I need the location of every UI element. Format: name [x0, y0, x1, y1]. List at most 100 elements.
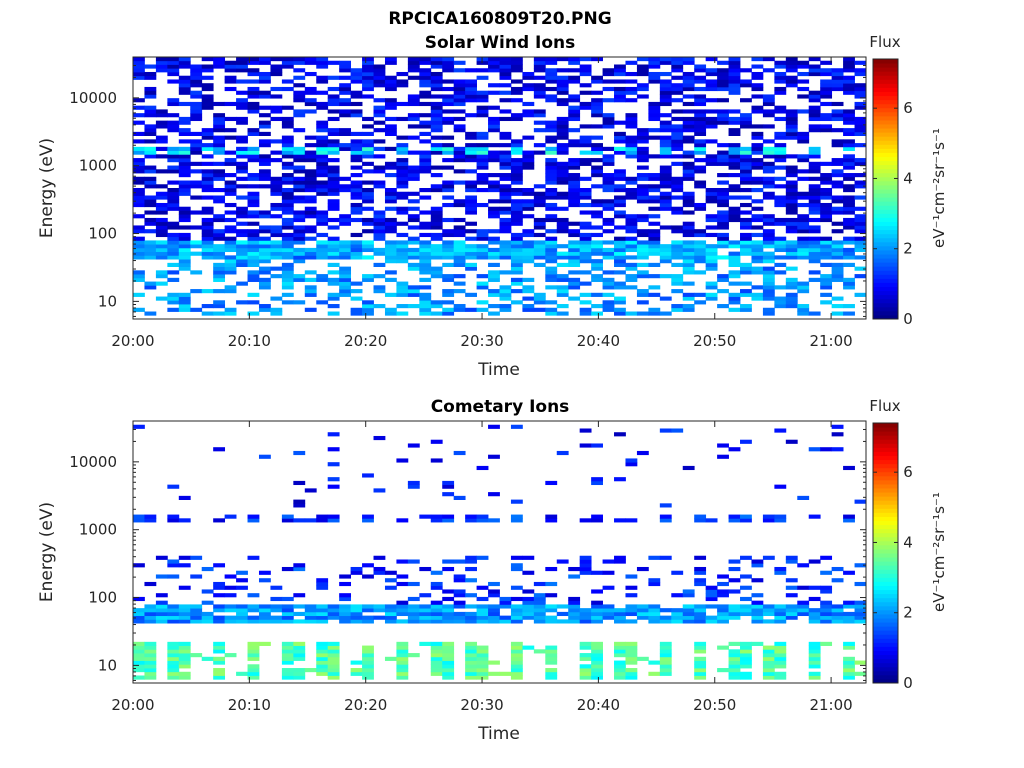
heatmap-cell: [465, 668, 477, 673]
heatmap-cell: [396, 247, 409, 253]
heatmap-cell: [327, 225, 340, 230]
heatmap-cell: [510, 116, 523, 122]
heatmap-cell: [430, 304, 443, 309]
heatmap-cell: [236, 169, 248, 174]
heatmap-cell: [430, 64, 443, 69]
heatmap-cell: [373, 555, 386, 560]
heatmap-cell: [362, 206, 374, 211]
heatmap-cell: [419, 262, 432, 267]
heatmap-cell: [659, 71, 672, 77]
colorbar-swatch: [873, 573, 898, 578]
heatmap-cell: [465, 90, 477, 95]
heatmap-cell: [717, 274, 729, 279]
heatmap-cell: [579, 653, 592, 658]
heatmap-cell: [510, 611, 523, 617]
heatmap-cell: [453, 86, 466, 92]
heatmap-cell: [499, 225, 512, 230]
heatmap-cell: [545, 514, 558, 519]
heatmap-cell: [602, 199, 615, 204]
heatmap-cell: [465, 188, 477, 193]
heatmap-cell: [155, 281, 168, 286]
heatmap-cell: [236, 300, 248, 305]
heatmap-cell: [373, 184, 386, 189]
heatmap-cell: [762, 514, 775, 519]
heatmap-cell: [808, 229, 821, 234]
heatmap-cell: [636, 83, 649, 88]
heatmap-cell: [705, 124, 718, 129]
heatmap-cell: [316, 645, 329, 650]
heatmap-cell: [820, 281, 833, 286]
heatmap-cell: [236, 611, 248, 617]
heatmap-cell: [614, 146, 626, 151]
heatmap-cell: [671, 274, 684, 279]
heatmap-cell: [327, 462, 340, 467]
heatmap-cell: [717, 244, 729, 249]
heatmap-cell: [247, 240, 260, 245]
heatmap-cell: [762, 266, 775, 271]
heatmap-cell: [682, 94, 695, 99]
heatmap-cell: [362, 304, 374, 309]
heatmap-cell: [213, 124, 226, 129]
heatmap-cell: [442, 229, 455, 234]
heatmap-cell: [247, 210, 260, 215]
heatmap-cell: [522, 251, 535, 256]
heatmap-cell: [304, 60, 317, 65]
heatmap-cell: [178, 169, 191, 174]
heatmap-cell: [258, 251, 271, 256]
heatmap-cell: [224, 259, 237, 264]
heatmap-cell: [614, 641, 626, 646]
heatmap-cell: [430, 214, 443, 219]
heatmap-cell: [843, 139, 855, 144]
heatmap-cell: [785, 555, 798, 560]
heatmap-cell: [247, 199, 260, 204]
heatmap-cell: [625, 60, 638, 65]
heatmap-cell: [419, 150, 432, 155]
heatmap-cell: [430, 600, 443, 605]
heatmap-cell: [339, 176, 352, 181]
heatmap-cell: [327, 158, 340, 163]
heatmap-cell: [854, 244, 867, 249]
heatmap-cell: [671, 593, 684, 598]
heatmap-cell: [591, 480, 603, 486]
heatmap-cell: [133, 165, 145, 170]
heatmap-cell: [694, 247, 707, 253]
heatmap-cell: [201, 105, 214, 110]
heatmap-cell: [648, 71, 661, 77]
heatmap-cell: [281, 206, 294, 211]
heatmap-cell: [178, 214, 191, 219]
heatmap-cell: [396, 165, 409, 170]
heatmap-cell: [258, 105, 271, 110]
heatmap-cell: [808, 116, 821, 122]
heatmap-cell: [465, 292, 477, 297]
heatmap-cell: [339, 64, 352, 69]
heatmap-cell: [740, 113, 752, 118]
heatmap-cell: [281, 225, 294, 230]
heatmap-cell: [808, 217, 821, 223]
heatmap-cell: [190, 83, 203, 88]
heatmap-cell: [247, 158, 260, 163]
heatmap-cell: [453, 450, 466, 456]
heatmap-cell: [751, 83, 764, 88]
heatmap-cell: [407, 173, 420, 178]
heatmap-cell: [133, 150, 145, 155]
heatmap-cell: [178, 206, 191, 211]
heatmap-cell: [362, 154, 374, 159]
heatmap-cell: [797, 176, 810, 181]
colorbar-swatch: [873, 87, 898, 92]
heatmap-cell: [407, 611, 420, 617]
heatmap-cell: [533, 251, 546, 256]
heatmap-cell: [854, 671, 867, 676]
heatmap-cell: [270, 191, 283, 196]
colorbar-frame: [872, 58, 899, 320]
heatmap-cell: [740, 232, 752, 238]
heatmap-cell: [728, 668, 741, 673]
colorbar-swatch: [873, 298, 898, 304]
colorbar-swatch: [873, 67, 898, 72]
heatmap-cell: [602, 585, 615, 590]
heatmap-cell: [717, 191, 729, 196]
heatmap-cell: [190, 611, 203, 617]
heatmap-cell: [659, 653, 672, 658]
heatmap-cell: [740, 240, 752, 245]
heatmap-cell: [808, 165, 821, 170]
heatmap-cell: [762, 139, 775, 144]
